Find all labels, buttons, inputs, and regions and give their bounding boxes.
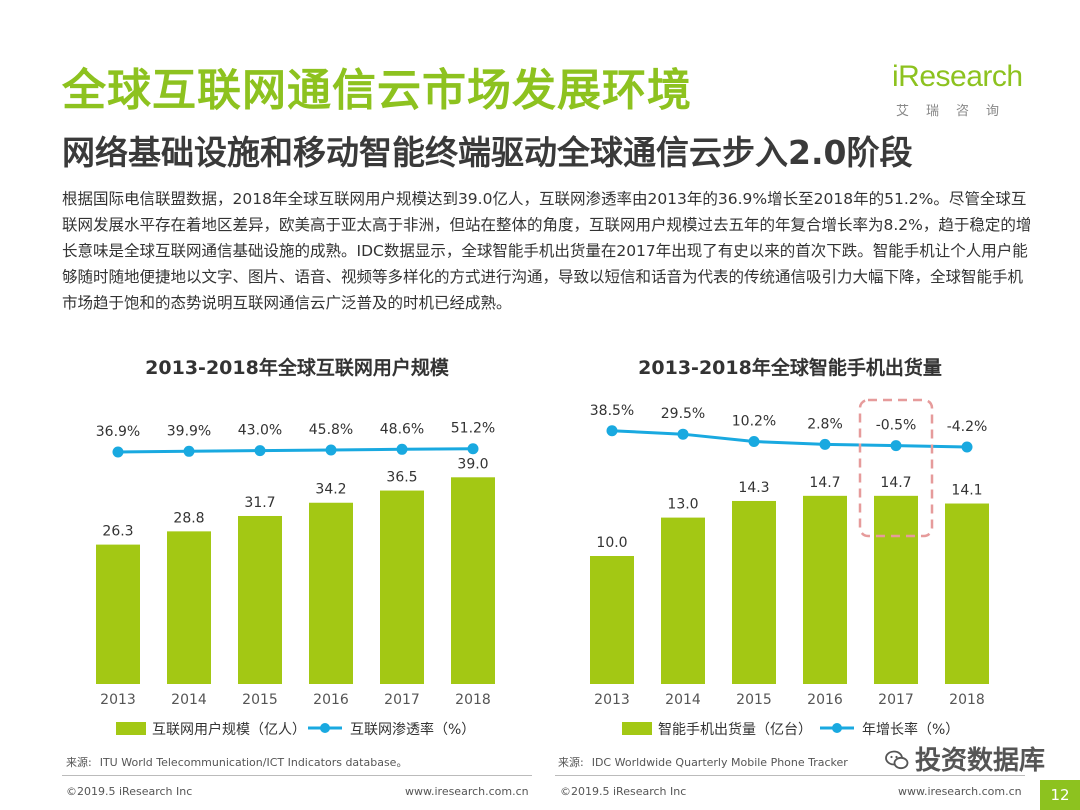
bar-label-2016: 14.7 [809, 475, 840, 491]
bar-2018 [945, 503, 989, 684]
chart-title-right: 2013-2018年全球智能手机出货量 [638, 357, 942, 379]
line-label-2013: 36.9% [96, 424, 140, 440]
page-title: 全球互联网通信云市场发展环境 [62, 65, 692, 116]
bar-label-2013: 10.0 [596, 535, 627, 551]
line-point-2018 [467, 443, 479, 455]
iresearch-logo: iResearch 艾瑞咨询 [892, 60, 1032, 122]
x-tick-2015: 2015 [736, 692, 772, 708]
bar-2017 [874, 495, 918, 684]
wechat-icon [885, 750, 909, 770]
line-label-2016: 45.8% [309, 422, 353, 438]
legend-bar-swatch [622, 722, 652, 735]
bar-2016 [309, 502, 353, 684]
bar-2018 [451, 477, 495, 684]
x-tick-2014: 2014 [665, 692, 701, 708]
legend-line-label: 互联网渗透率（%） [350, 721, 475, 738]
line-point-2016 [819, 438, 831, 450]
bar-2016 [803, 495, 847, 684]
source-text-right: IDC Worldwide Quarterly Mobile Phone Tra… [591, 756, 848, 769]
line-point-2013 [606, 425, 618, 437]
internet-users-chart: 26.3 2013 28.8 2014 31.7 2015 34.2 2016 36.5 2017… [96, 421, 495, 738]
line-point-2014 [677, 428, 689, 440]
line-label-2015: 43.0% [238, 423, 282, 439]
bar-2014 [167, 531, 211, 684]
bar-label-2013: 26.3 [102, 524, 133, 540]
source-label-right: 来源: [558, 756, 584, 769]
line-label-2014: 39.9% [167, 423, 211, 439]
x-tick-2016: 2016 [807, 692, 843, 708]
bar-2014 [661, 517, 705, 684]
copyright-right: ©2019.5 iResearch Inc [560, 785, 687, 798]
logo-text: iResearch [892, 60, 1023, 93]
line-label-2013: 38.5% [590, 403, 634, 419]
bar-label-2018: 14.1 [951, 483, 982, 499]
line-point-2017 [890, 440, 902, 452]
bar-label-2017: 14.7 [880, 475, 911, 491]
x-tick-2014: 2014 [171, 692, 207, 708]
website-right: www.iresearch.com.cn [898, 785, 1022, 798]
x-tick-2017: 2017 [384, 692, 420, 708]
highlight-box-2017 [858, 398, 934, 538]
source-right: 来源: IDC Worldwide Quarterly Mobile Phone … [558, 754, 848, 770]
bar-2015 [732, 500, 776, 684]
website-left: www.iresearch.com.cn [405, 785, 529, 798]
watermark: 投资数据库 [885, 740, 1045, 777]
x-tick-2013: 2013 [594, 692, 630, 708]
legend-line-marker [832, 723, 842, 733]
growth-line [117, 447, 474, 454]
legend-bar-swatch [116, 722, 146, 735]
x-tick-2016: 2016 [313, 692, 349, 708]
line-point-2017 [396, 443, 408, 455]
intro-paragraph: 根据国际电信联盟数据，2018年全球互联网用户规模达到39.0亿人，互联网渗透率… [62, 190, 1032, 312]
logo-subtext: 艾瑞咨询 [896, 104, 1017, 119]
footer-divider-right [555, 775, 1025, 776]
x-tick-2013: 2013 [100, 692, 136, 708]
legend-line-marker [320, 723, 330, 733]
line-label-2016: 2.8% [807, 416, 843, 432]
line-label-2018: -4.2% [947, 419, 988, 435]
growth-line [611, 429, 968, 449]
line-point-2015 [748, 436, 760, 448]
watermark-text: 投资数据库 [915, 746, 1046, 776]
x-tick-2017: 2017 [878, 692, 914, 708]
bar-2013 [96, 544, 140, 684]
source-label-left: 来源: [66, 756, 92, 769]
bar-2013 [590, 556, 634, 684]
source-left: 来源: ITU World Telecommunication/ICT Indic… [66, 754, 407, 770]
bar-label-2014: 28.8 [173, 510, 204, 526]
bar-label-2017: 36.5 [386, 470, 417, 486]
chart-title-left: 2013-2018年全球互联网用户规模 [145, 357, 449, 379]
line-label-2014: 29.5% [661, 406, 705, 422]
line-label-2017: 48.6% [380, 421, 424, 437]
legend-bar-label: 智能手机出货量（亿台） [658, 721, 812, 738]
x-tick-2015: 2015 [242, 692, 278, 708]
line-label-2017: -0.5% [876, 418, 917, 434]
page-number: 12 [1040, 780, 1080, 810]
copyright-left: ©2019.5 iResearch Inc [66, 785, 193, 798]
smartphone-shipments-chart: 10.0 2013 13.0 2014 14.3 2015 14.7 2016 14.7 2017… [590, 398, 989, 738]
bar-label-2014: 13.0 [667, 497, 698, 513]
x-tick-2018: 2018 [949, 692, 985, 708]
x-tick-2018: 2018 [455, 692, 491, 708]
legend-bar-label: 互联网用户规模（亿人） [152, 721, 306, 738]
footer-divider-left [62, 775, 532, 776]
page-subtitle: 网络基础设施和移动智能终端驱动全球通信云步入2.0阶段 [62, 133, 913, 172]
line-point-2018 [961, 441, 973, 453]
line-label-2018: 51.2% [451, 421, 495, 437]
line-label-2015: 10.2% [732, 414, 776, 430]
legend-line-label: 年增长率（%） [862, 721, 959, 738]
line-point-2014 [183, 445, 195, 457]
line-point-2015 [254, 445, 266, 457]
line-point-2013 [112, 446, 124, 458]
bar-label-2018: 39.0 [457, 456, 488, 472]
bar-2017 [380, 490, 424, 684]
bar-label-2015: 31.7 [244, 495, 275, 511]
source-text-left: ITU World Telecommunication/ICT Indicato… [99, 756, 408, 769]
line-point-2016 [325, 444, 337, 456]
bar-2015 [238, 515, 282, 684]
bar-label-2016: 34.2 [315, 482, 346, 498]
bar-label-2015: 14.3 [738, 480, 769, 496]
